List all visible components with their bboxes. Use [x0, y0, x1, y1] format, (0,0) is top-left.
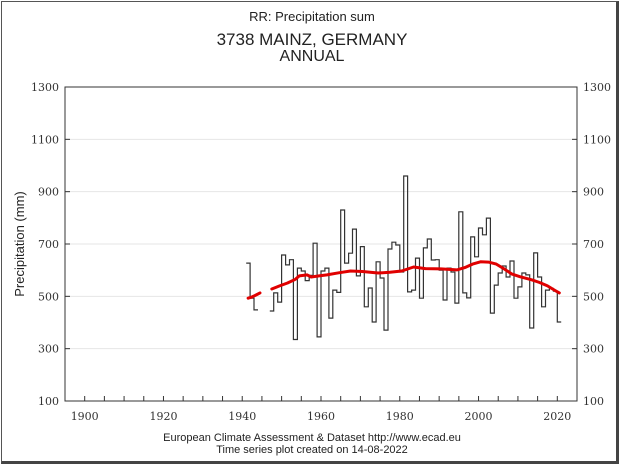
y-tick-label-right: 300: [583, 343, 604, 356]
y-tick-label-right: 1100: [583, 133, 611, 146]
data-series: [246, 175, 562, 341]
smoothed-trend-line: [246, 291, 262, 300]
precipitation-step-line: [246, 262, 258, 311]
x-tick-label: 1920: [149, 410, 177, 423]
y-tick-label-left: 100: [38, 395, 59, 408]
y-tick-label-left: 900: [38, 186, 59, 199]
y-tick-label-right: 100: [583, 395, 604, 408]
tick-labels: 100 100 300 300 500 500 700 700 900 900 1100 1100 13…: [31, 81, 611, 423]
x-tick-label: 1960: [307, 410, 335, 423]
footer-created: Time series plot created on 14-08-2022: [216, 444, 408, 456]
smoothed-trend-line: [270, 260, 561, 295]
x-tick-label: 2000: [465, 410, 493, 423]
chart-title: RR: Precipitation sum: [249, 9, 375, 24]
x-tick-label: 1900: [71, 410, 99, 423]
x-tick-label: 1980: [386, 410, 414, 423]
chart-frame: [1, 1, 619, 464]
axis-ticks: [65, 86, 578, 402]
y-tick-label-right: 500: [583, 290, 604, 303]
y-tick-label-left: 500: [38, 290, 59, 303]
y-tick-label-right: 700: [583, 238, 604, 251]
chart-subtitle-period: ANNUAL: [279, 48, 345, 65]
y-tick-label-left: 300: [38, 343, 59, 356]
y-tick-label-left: 700: [38, 238, 59, 251]
x-tick-label: 1940: [228, 410, 256, 423]
y-tick-label-left: 1100: [31, 133, 59, 146]
y-tick-label-left: 1300: [31, 81, 59, 94]
x-tick-label: 2020: [543, 410, 571, 423]
y-tick-label-right: 900: [583, 186, 604, 199]
y-axis-label: Precipitation (mm): [12, 191, 27, 296]
precipitation-step-line: [269, 175, 562, 341]
y-tick-label-right: 1300: [583, 81, 611, 94]
chart-subtitle-station: 3738 MAINZ, GERMANY: [216, 30, 408, 49]
gridlines: [65, 138, 577, 350]
footer-source: European Climate Assessment & Dataset ht…: [163, 432, 461, 444]
